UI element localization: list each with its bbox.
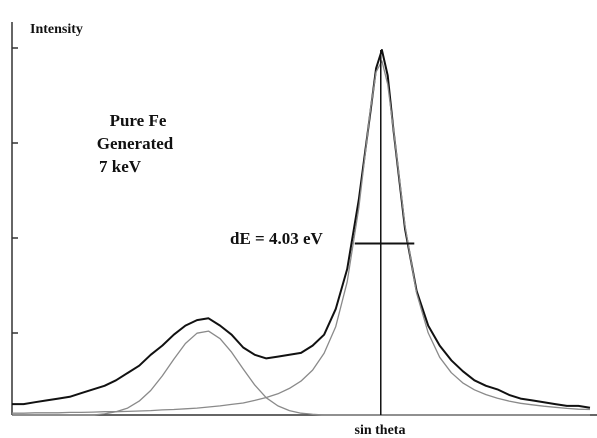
fit-line: [12, 60, 591, 414]
fit-line: [12, 330, 590, 416]
y-axis-ticks: [12, 47, 18, 334]
measured-line: [12, 49, 591, 409]
y-axis-label: Intensity: [30, 22, 83, 37]
annotation: 7 keV: [99, 157, 142, 176]
width-label: dE = 4.03 eV: [230, 229, 324, 248]
annotation: Pure Fe: [110, 111, 167, 130]
annotation: Generated: [97, 134, 174, 153]
x-axis-label: sin theta: [355, 423, 406, 438]
